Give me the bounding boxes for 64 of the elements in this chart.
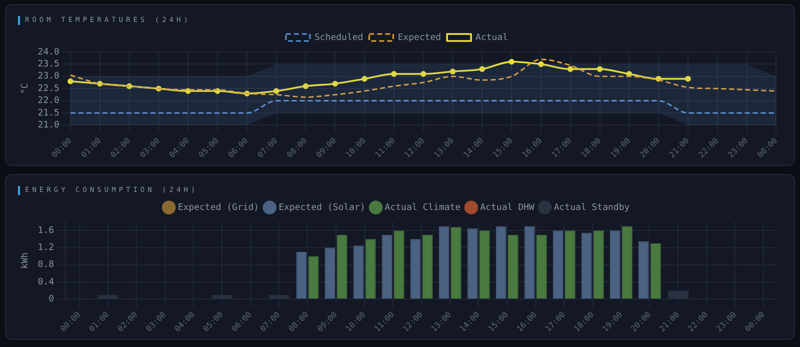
bar [394,230,404,299]
bar [410,239,421,299]
point [68,78,74,84]
y-tick-label: 22.5 [38,84,60,94]
point [362,76,368,82]
y-axis-title: kWh [20,252,31,269]
legend-label: Expected (Solar) [278,202,366,213]
bar [594,230,604,299]
y-tick-label: 0 [48,294,54,305]
y-tick-label: 21.5 [38,108,60,118]
y-tick-label: 0.8 [38,260,54,270]
legend-label: Actual Climate [384,202,461,213]
bar [382,234,392,299]
bar [581,232,592,299]
bar [508,234,518,299]
bar [422,234,433,299]
bar [365,239,376,299]
y-tick-label: 23.5 [38,60,60,70]
y-tick-label: 22.0 [38,96,60,106]
bar [308,256,319,299]
point [567,66,574,72]
legend-label: Actual DHW [480,202,535,213]
bar [638,241,649,299]
point [538,61,544,68]
legend-label: Scheduled [314,32,364,43]
point [273,88,280,94]
bar [353,246,364,299]
y-tick-label: 23.0 [38,72,60,82]
bar [479,230,490,299]
y-tick-label: 21.0 [38,120,60,131]
point [302,83,309,90]
point [685,76,691,82]
point [450,68,456,74]
point [391,71,397,77]
legend-label: Expected [398,32,442,43]
point [96,80,103,87]
bar [467,228,478,299]
bar [336,234,348,299]
bar [536,234,547,299]
point [508,58,514,65]
bar [565,230,576,299]
y-tick-label: 1.2 [38,243,54,254]
legend-label: Actual [476,32,508,43]
point [185,88,191,94]
point [596,66,603,72]
y-tick-label: 0.4 [38,277,54,288]
y-tick-label: 1.6 [38,226,54,236]
legend-label: Actual Standby [554,202,630,213]
bar [524,226,535,299]
legend-label: Expected (Grid) [178,202,260,213]
bar [438,226,450,299]
bar [450,227,462,299]
bar [610,230,620,299]
bar [324,248,336,299]
bar [496,226,506,299]
point [479,66,486,72]
bar [552,230,564,299]
bar [296,252,307,299]
point [420,71,426,77]
bar [650,243,661,299]
y-axis-title: °C [20,83,31,94]
y-tick-label: 24.0 [38,47,60,58]
point [332,80,338,87]
bar [622,226,632,299]
